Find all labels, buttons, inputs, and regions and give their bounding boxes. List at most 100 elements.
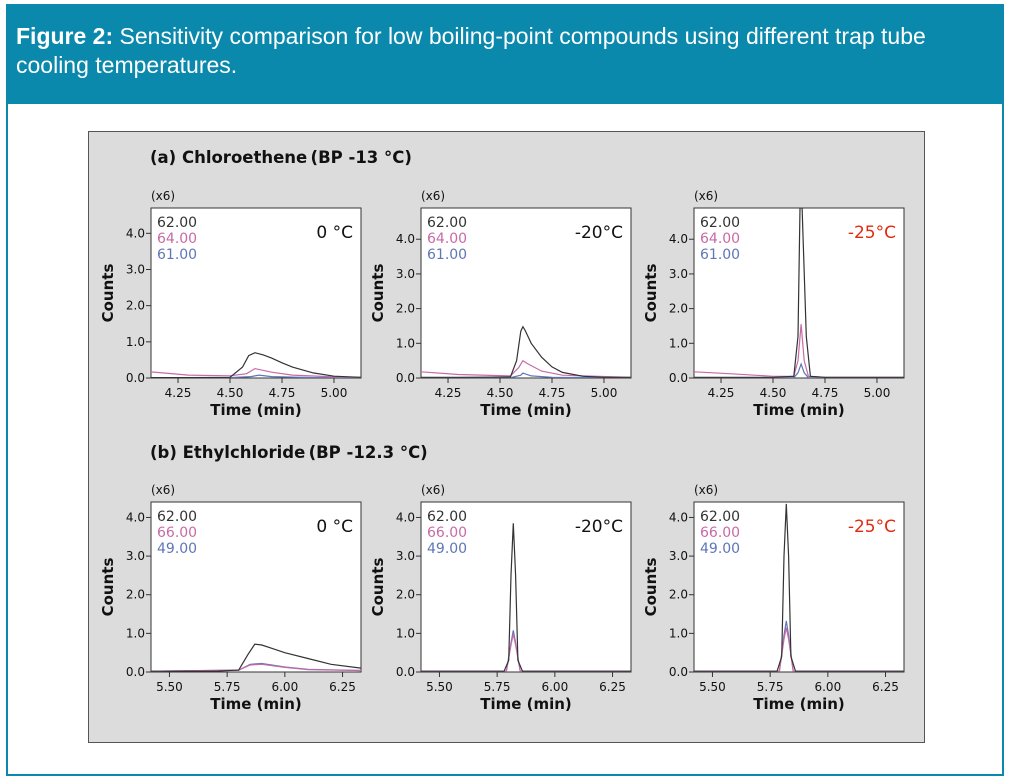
legend-entry: 62.00 (700, 215, 740, 231)
series-line-61-00 (421, 372, 631, 378)
x-tick-label: 4.50 (760, 386, 787, 400)
y-tick-label: 4.0 (126, 226, 145, 240)
scale-label: (x6) (151, 189, 175, 203)
x-tick-label: 6.00 (271, 680, 298, 694)
y-tick-label: 0.0 (396, 665, 415, 679)
x-tick-label: 6.25 (872, 680, 899, 694)
legend-entry: 61.00 (700, 247, 740, 263)
series-line-62-00 (151, 352, 361, 378)
x-tick-label: 4.75 (539, 386, 566, 400)
x-tick-label: 4.25 (165, 386, 192, 400)
series-line-62-00 (421, 523, 631, 672)
x-axis-label: Time (min) (753, 401, 845, 419)
x-tick-label: 4.75 (812, 386, 839, 400)
y-axis-label: Counts (642, 558, 660, 617)
series-line-66-00 (694, 627, 904, 672)
plot-area (693, 501, 905, 673)
y-tick-label: 2.0 (126, 588, 145, 602)
legend-entry: 49.00 (700, 541, 740, 557)
y-tick-label: 4.0 (126, 510, 145, 524)
chart-1: (x6) 0.0 1.0 2.0 3.0 4.0 4.25 4.50 4.75 5.00 Time … (99, 189, 362, 419)
figure-header: Figure 2: Sensitivity comparison for low… (8, 6, 1002, 104)
scale-label: (x6) (421, 483, 445, 497)
y-tick-label: 0.0 (669, 371, 688, 385)
temperature-label: -25°C (848, 223, 896, 243)
legend-entry: 62.00 (427, 509, 467, 525)
y-tick-label: 2.0 (669, 588, 688, 602)
x-tick-label: 4.50 (217, 386, 244, 400)
y-axis-label: Counts (642, 264, 660, 323)
y-tick-label: 3.0 (396, 549, 415, 563)
x-tick-label: 6.25 (599, 680, 626, 694)
y-axis-label: Counts (369, 558, 387, 617)
y-tick-label: 1.0 (669, 336, 688, 350)
legend-entry: 66.00 (157, 525, 197, 541)
temperature-label: -20°C (575, 517, 623, 537)
x-axis-label: Time (min) (480, 401, 572, 419)
series-line-62-00 (694, 503, 904, 672)
series-line-62-00 (421, 325, 631, 378)
temperature-label: -25°C (848, 517, 896, 537)
series-line-64-00 (151, 367, 361, 378)
plot-area (420, 501, 632, 673)
x-tick-label: 5.75 (484, 680, 511, 694)
series-line-66-00 (421, 633, 631, 672)
temperature-label: 0 °C (316, 223, 353, 243)
x-tick-label: 6.25 (329, 680, 356, 694)
x-axis-label: Time (min) (753, 695, 845, 713)
section-title-a: (a) Chloroethene (BP -13 °C) (150, 148, 412, 167)
y-tick-label: 1.0 (669, 626, 688, 640)
y-tick-label: 2.0 (396, 302, 415, 316)
x-tick-label: 5.75 (757, 680, 784, 694)
temperature-label: 0 °C (316, 517, 353, 537)
legend-entry: 49.00 (427, 541, 467, 557)
x-tick-label: 5.50 (426, 680, 453, 694)
series-line-62-00 (151, 643, 361, 672)
legend-entry: 49.00 (157, 541, 197, 557)
x-tick-label: 5.00 (591, 386, 618, 400)
y-tick-label: 0.0 (126, 665, 145, 679)
figure-caption: Figure 2: Sensitivity comparison for low… (16, 22, 996, 80)
x-axis-label: Time (min) (210, 401, 302, 419)
x-tick-label: 4.25 (708, 386, 735, 400)
plot-area (150, 207, 362, 379)
y-tick-label: 4.0 (669, 510, 688, 524)
x-tick-label: 5.50 (699, 680, 726, 694)
legend-entry: 62.00 (157, 215, 197, 231)
series-line-62-00 (694, 208, 904, 378)
y-tick-label: 3.0 (669, 549, 688, 563)
series-line-61-00 (694, 362, 904, 378)
scale-label: (x6) (421, 189, 445, 203)
chart-5: (x6) 0.0 1.0 2.0 3.0 4.0 5.50 5.75 6.00 6.25 Time … (369, 483, 632, 713)
y-tick-label: 1.0 (126, 626, 145, 640)
y-axis-label: Counts (99, 264, 117, 323)
x-tick-label: 4.25 (435, 386, 462, 400)
x-tick-label: 6.00 (541, 680, 568, 694)
y-tick-label: 3.0 (396, 267, 415, 281)
y-tick-label: 4.0 (669, 232, 688, 246)
plot-area (150, 501, 362, 673)
x-axis-label: Time (min) (210, 695, 302, 713)
y-tick-label: 2.0 (669, 302, 688, 316)
legend-entry: 62.00 (427, 215, 467, 231)
legend-entry: 62.00 (157, 509, 197, 525)
x-tick-label: 4.50 (487, 386, 514, 400)
x-tick-label: 4.75 (269, 386, 296, 400)
plot-area (420, 207, 632, 379)
y-tick-label: 1.0 (396, 336, 415, 350)
y-tick-label: 0.0 (396, 371, 415, 385)
y-tick-label: 3.0 (669, 267, 688, 281)
y-tick-label: 2.0 (126, 299, 145, 313)
chart-2: (x6) 0.0 1.0 2.0 3.0 4.0 4.25 4.50 4.75 5.00 Time … (369, 189, 632, 419)
x-tick-label: 5.00 (321, 386, 348, 400)
charts-canvas: (x6) 0.0 1.0 2.0 3.0 4.0 4.25 4.50 4.75 5.00 Time … (99, 189, 905, 713)
chart-4: (x6) 0.0 1.0 2.0 3.0 4.0 5.50 5.75 6.00 6.25 Time … (99, 483, 362, 713)
y-tick-label: 3.0 (126, 262, 145, 276)
legend-entry: 64.00 (427, 231, 467, 247)
y-tick-label: 0.0 (126, 371, 145, 385)
y-tick-label: 4.0 (396, 232, 415, 246)
x-axis-label: Time (min) (480, 695, 572, 713)
section-title-b: (b) Ethylchloride (BP -12.3 °C) (150, 443, 428, 462)
chart-6: (x6) 0.0 1.0 2.0 3.0 4.0 5.50 5.75 6.00 6.25 Time … (642, 483, 905, 713)
chart-panel: (a) Chloroethene (BP -13 °C) (b) Ethylch… (88, 131, 925, 743)
